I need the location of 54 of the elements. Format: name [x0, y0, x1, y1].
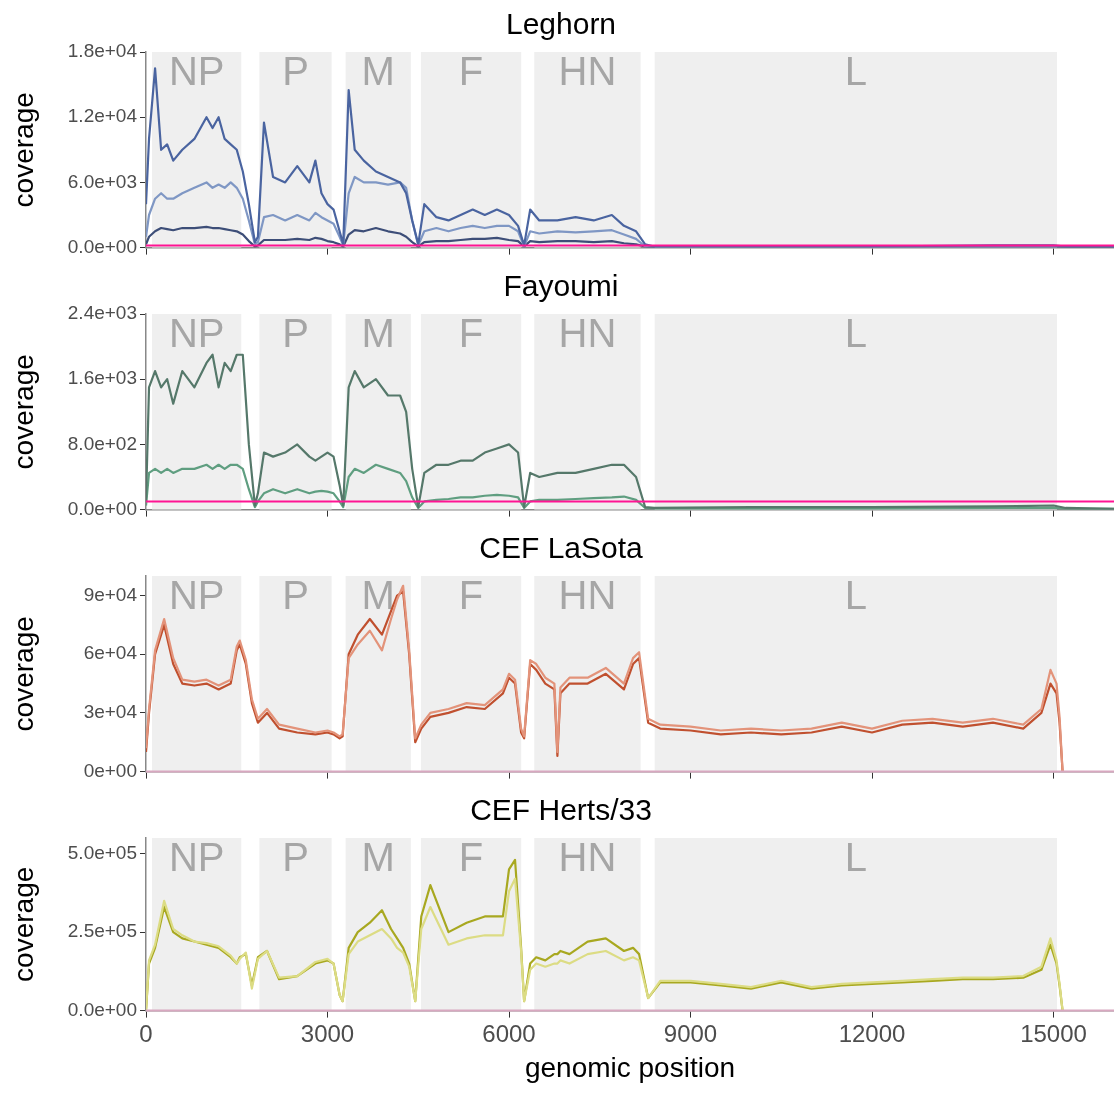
y-tick-label: 6e+04: [83, 642, 138, 664]
band-label: M: [361, 573, 395, 618]
band-label: L: [844, 311, 867, 356]
x-tick-label: 15000: [1020, 1019, 1087, 1047]
y-tick-label: 0.0e+00: [67, 998, 137, 1020]
x-tick-label: 9000: [663, 1019, 718, 1047]
band-label: L: [844, 49, 867, 94]
y-tick-label: 2.5e+05: [67, 920, 137, 942]
y-tick-label: 5.0e+05: [67, 841, 137, 863]
y-tick-label: 9e+04: [83, 583, 138, 605]
x-tick-label: 0: [139, 1019, 153, 1047]
chart-title: Leghorn: [505, 7, 617, 41]
band-label: M: [361, 49, 395, 94]
y-axis-title: coverage: [7, 866, 39, 982]
y-tick-label: 2.4e+03: [67, 302, 137, 324]
band-label: F: [458, 49, 484, 94]
band-label: HN: [558, 311, 617, 356]
band-label: HN: [558, 573, 617, 618]
y-tick-label: 0.0e+00: [67, 235, 137, 257]
band-label: NP: [168, 49, 225, 94]
band-label: P: [282, 49, 309, 94]
x-tick-label: 3000: [300, 1019, 355, 1047]
x-axis-title: genomic position: [524, 1051, 736, 1083]
band-label: F: [458, 573, 484, 618]
y-tick-label: 1.6e+03: [67, 367, 137, 389]
chart-title: CEF Herts/33: [470, 793, 652, 827]
chart-title: Fayoumi: [503, 269, 619, 303]
band-label: NP: [168, 835, 225, 880]
band-label: L: [844, 573, 867, 618]
y-axis-title: coverage: [7, 616, 39, 732]
y-tick-label: 8.0e+02: [67, 432, 137, 454]
band-label: P: [282, 573, 309, 618]
x-tick-label: 12000: [838, 1019, 906, 1047]
y-tick-label: 1.8e+04: [67, 40, 138, 62]
band-label: P: [282, 835, 309, 880]
band-label: F: [458, 835, 484, 880]
y-tick-label: 3e+04: [83, 701, 138, 723]
band-label: HN: [558, 49, 617, 94]
band-label: HN: [558, 835, 617, 880]
band-label: M: [361, 835, 395, 880]
x-tick-label: 6000: [482, 1019, 536, 1047]
y-axis-title: coverage: [7, 92, 39, 208]
band-label: L: [844, 835, 867, 880]
y-tick-label: 6.0e+03: [67, 170, 137, 192]
y-tick-label: 0.0e+00: [67, 497, 137, 519]
band-label: P: [282, 311, 309, 356]
y-tick-label: 0e+00: [83, 759, 137, 781]
chart-title: CEF LaSota: [479, 531, 644, 565]
band-label: NP: [168, 573, 225, 618]
y-tick-label: 1.2e+04: [67, 105, 138, 127]
y-axis-title: coverage: [7, 354, 39, 470]
band-label: NP: [168, 311, 225, 356]
band-label: M: [361, 311, 395, 356]
band-label: F: [458, 311, 484, 356]
